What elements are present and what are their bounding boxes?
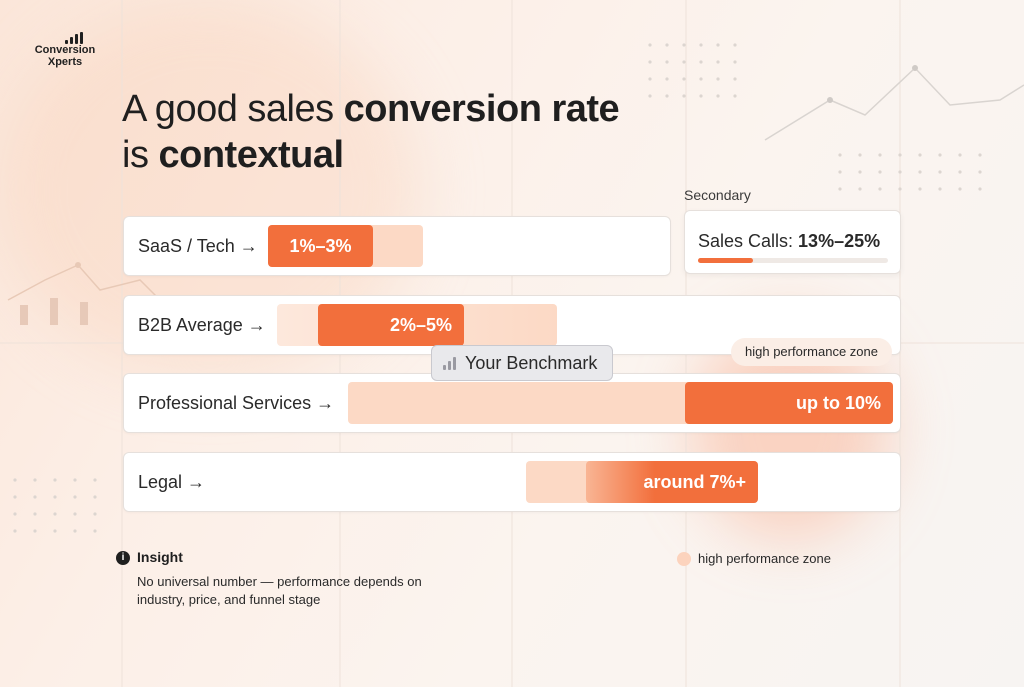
secondary-value: 13%–25% [798,231,881,251]
value-pill: around 7%+ [586,461,758,503]
value-pill: 2%–5% [318,304,464,346]
benchmark-chip[interactable]: Your Benchmark [431,345,613,381]
row-label: Professional Services → [138,393,335,413]
secondary-card: Sales Calls: 13%–25% [684,210,901,274]
value-pill: up to 10% [685,382,893,424]
brand-logo: Conversion Xperts [30,32,100,68]
title-line1-light: A good sales [122,88,344,130]
insight-title: Insight [137,549,183,565]
row-label: Legal → [138,472,206,492]
brand-name-line1: Conversion [34,44,96,56]
title-line2-light: is [122,134,159,176]
legend-label: high performance zone [698,551,831,566]
row-label: B2B Average → [138,315,266,335]
insight-body: No universal number — performance depend… [137,574,422,607]
legend-dot-icon [677,552,691,566]
secondary-heading: Secondary [684,187,751,203]
secondary-progress-fill [698,258,754,263]
bar-chart-icon [443,357,456,370]
secondary-text: Sales Calls: 13%–25% [698,231,880,252]
row-professional-services: Professional Services → up to 10% [123,373,901,433]
high-performance-tag: high performance zone [731,338,892,366]
row-saas-tech: SaaS / Tech → 1%–3% [123,216,671,276]
info-icon: i [116,551,130,565]
row-legal: Legal → around 7%+ [123,452,901,512]
legend: high performance zone [677,550,877,568]
secondary-progress-track [698,258,888,263]
brand-name-line2: Xperts [47,56,83,68]
row-label: SaaS / Tech → [138,236,258,256]
benchmark-label: Your Benchmark [465,353,598,373]
page-title: A good sales conversion rate is contextu… [122,86,620,178]
title-line1-bold: conversion rate [343,88,620,130]
logo-bars-icon [48,32,100,44]
secondary-label: Sales Calls: [698,231,799,251]
background-line-chart-right [764,66,1024,141]
title-line2-bold: contextual [158,134,345,176]
value-pill: 1%–3% [268,225,373,267]
